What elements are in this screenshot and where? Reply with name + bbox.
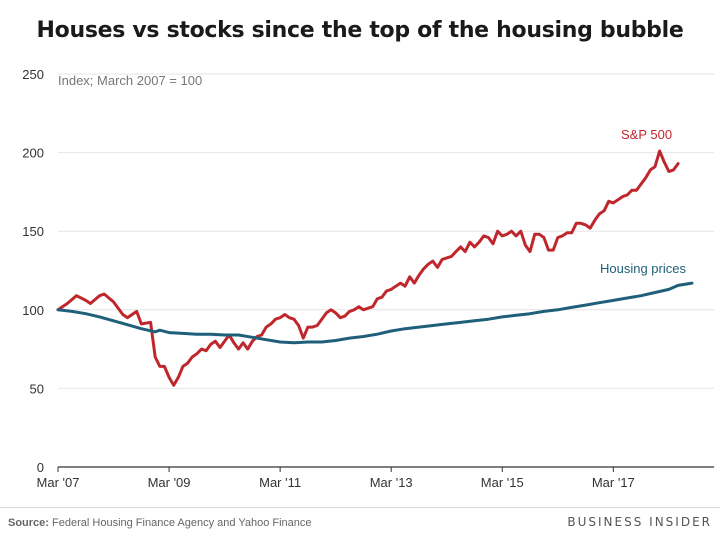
x-tick-label-1: Mar '09: [148, 475, 191, 490]
series-label-housing-prices: Housing prices: [600, 261, 686, 276]
y-tick-label-0: 0: [37, 460, 44, 475]
footer-divider: [0, 507, 720, 508]
gridlines: [58, 73, 714, 389]
series-label-s-p-500: S&P 500: [621, 127, 672, 142]
chart-subtitle: Index; March 2007 = 100: [58, 73, 202, 88]
x-tick-label-4: Mar '15: [481, 475, 524, 490]
brand-logo-text: BUSINESS INSIDER: [567, 515, 712, 529]
source-note: Source: Federal Housing Finance Agency a…: [8, 517, 312, 529]
y-tick-label-50: 50: [30, 381, 44, 396]
x-tick-label-2: Mar '11: [259, 475, 301, 490]
series-labels: S&P 500 Housing prices: [600, 127, 686, 276]
x-tick-label-3: Mar '13: [370, 475, 413, 490]
x-tick-labels: Mar '07 Mar '09 Mar '11 Mar '13 Mar '15 Mar '…: [37, 467, 635, 490]
y-tick-label-200: 200: [22, 146, 44, 161]
series-lines: [56, 149, 694, 387]
x-tick-label-5: Mar '17: [592, 475, 635, 490]
x-tick-label-0: Mar '07: [37, 475, 80, 490]
chart-title: Houses vs stocks since the top of the ho…: [36, 18, 684, 43]
y-tick-labels: 0 50 100 150 200 250: [22, 67, 44, 475]
source-text: Federal Housing Finance Agency and Yahoo…: [52, 517, 312, 529]
source-label: Source:: [8, 517, 49, 529]
series-line-housing-prices: [56, 281, 694, 345]
y-tick-label-150: 150: [22, 224, 44, 239]
y-tick-label-250: 250: [22, 67, 44, 82]
series-line-s-p-500: [56, 149, 680, 387]
y-tick-label-100: 100: [22, 303, 44, 318]
